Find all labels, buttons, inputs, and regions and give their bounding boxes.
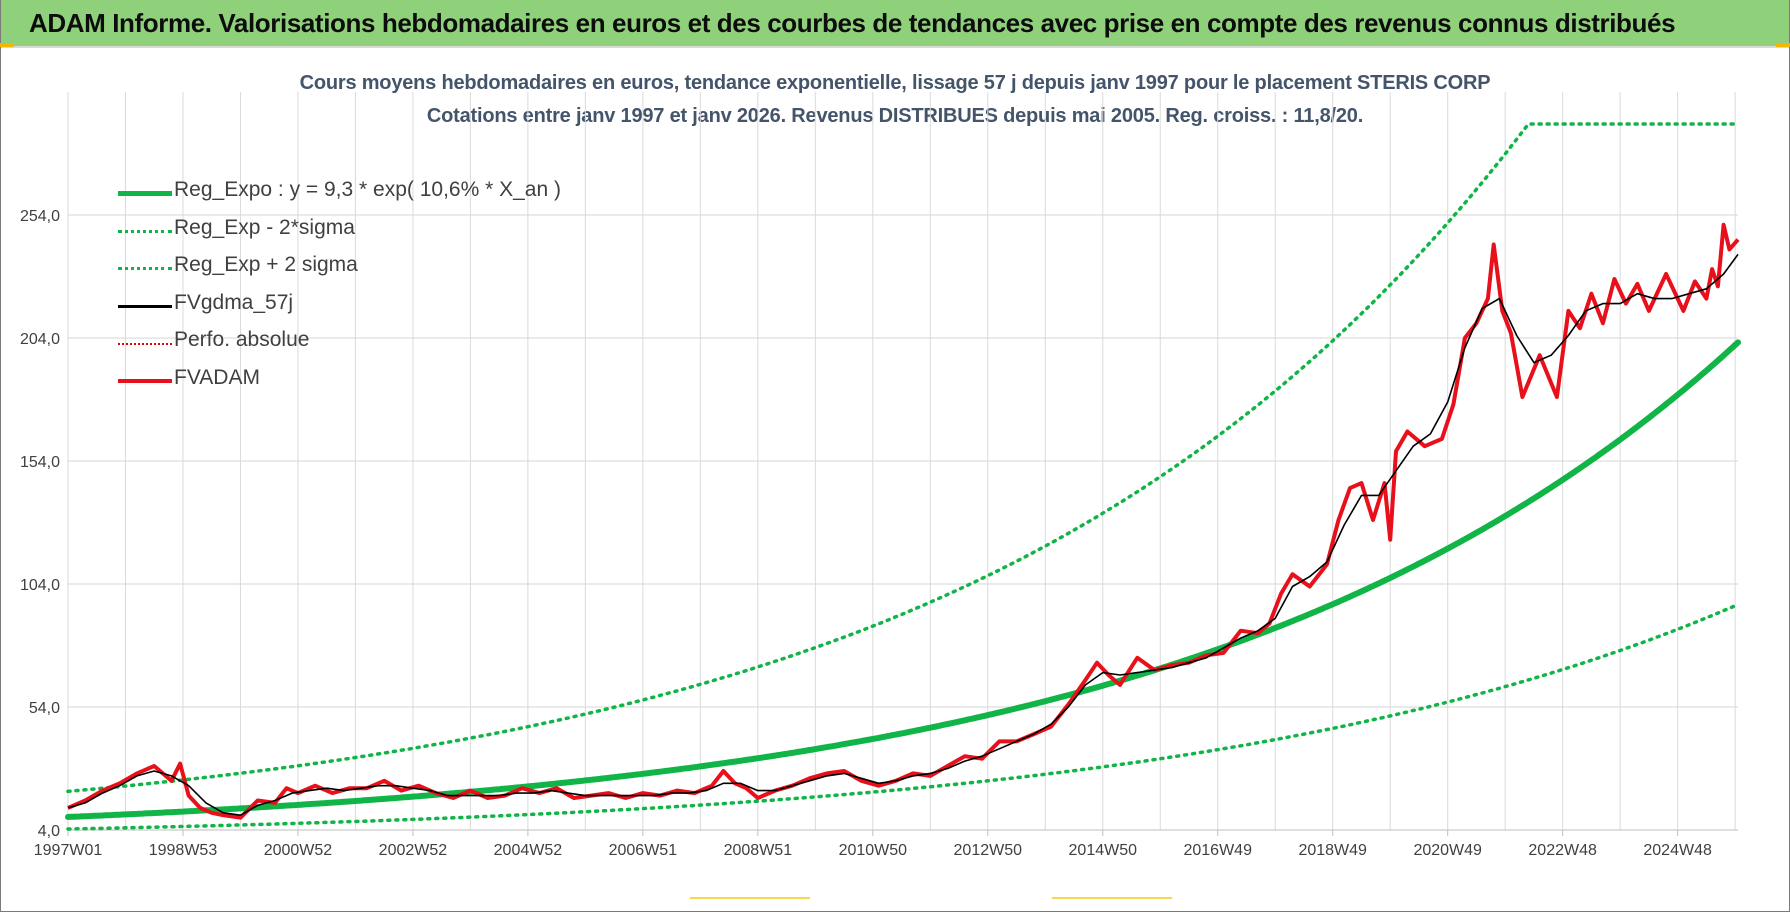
series-reg-exp-plus-2sigma [66, 122, 1740, 794]
chart-subtitle: Cotations entre janv 1997 et janv 2026. … [426, 105, 1364, 127]
x-tick-label: 2020W49 [1413, 842, 1482, 859]
legend-swatch-reg-exp-minus [118, 229, 172, 233]
y-tick-label: 54,0 [29, 700, 60, 717]
x-tick-label: 2008W51 [724, 842, 793, 859]
legend-label-reg-expo: Reg_Expo : y = 9,3 * exp( 10,6% * X_an ) [174, 178, 561, 201]
x-tick-label: 2018W49 [1298, 842, 1367, 859]
y-tick-label: 154,0 [20, 454, 60, 471]
x-tick-label: 2014W50 [1069, 842, 1138, 859]
x-tick-label: 2004W52 [494, 842, 563, 859]
bottom-accent-left [690, 897, 810, 899]
series-fvgdma-57j [67, 253, 1739, 816]
x-tick-label: 2024W48 [1643, 842, 1712, 859]
chart-title: Cours moyens hebdomadaires en euros, ten… [299, 72, 1491, 94]
bottom-accent-right [1052, 897, 1172, 899]
x-tick-label: 2000W52 [264, 842, 333, 859]
legend-swatch-reg-expo [118, 191, 172, 196]
legend-swatch-reg-exp-plus [118, 267, 172, 270]
corner-marker-left [0, 43, 14, 47]
y-tick-label: 4,0 [38, 823, 60, 840]
x-tick-label: 2016W49 [1183, 842, 1252, 859]
x-tick-label: 2022W48 [1528, 842, 1597, 859]
x-tick-label: 1997W01 [34, 842, 103, 859]
page-title: ADAM Informe. Valorisations hebdomadaire… [29, 8, 1676, 38]
x-tick-label: 2002W52 [379, 842, 448, 859]
series-reg-expo [65, 339, 1741, 820]
legend-swatch-perfo [118, 343, 172, 345]
corner-marker-right [1776, 43, 1790, 47]
series-reg-exp-minus-2sigma [66, 602, 1740, 831]
legend-swatch-fvadam [118, 378, 172, 383]
series-fvadam [67, 222, 1740, 820]
y-tick-label: 104,0 [20, 577, 60, 594]
x-tick-label: 1998W53 [149, 842, 218, 859]
legend-label-reg-exp-plus: Reg_Exp + 2 sigma [174, 253, 358, 276]
x-tick-label: 2006W51 [609, 842, 678, 859]
legend-swatch-fvgdma [118, 304, 172, 308]
legend-label-fvadam: FVADAM [174, 365, 260, 389]
y-tick-label: 204,0 [20, 331, 60, 348]
legend-label-fvgdma: FVgdma_57j [174, 290, 294, 314]
y-tick-label: 254,0 [20, 208, 60, 225]
legend-label-perfo: Perfo. absolue [174, 328, 310, 351]
x-tick-label: 2012W50 [954, 842, 1023, 859]
header-banner: ADAM Informe. Valorisations hebdomadaire… [1, 0, 1789, 48]
x-tick-label: 2010W50 [839, 842, 908, 859]
legend-label-reg-exp-minus: Reg_Exp - 2*sigma [174, 215, 355, 239]
